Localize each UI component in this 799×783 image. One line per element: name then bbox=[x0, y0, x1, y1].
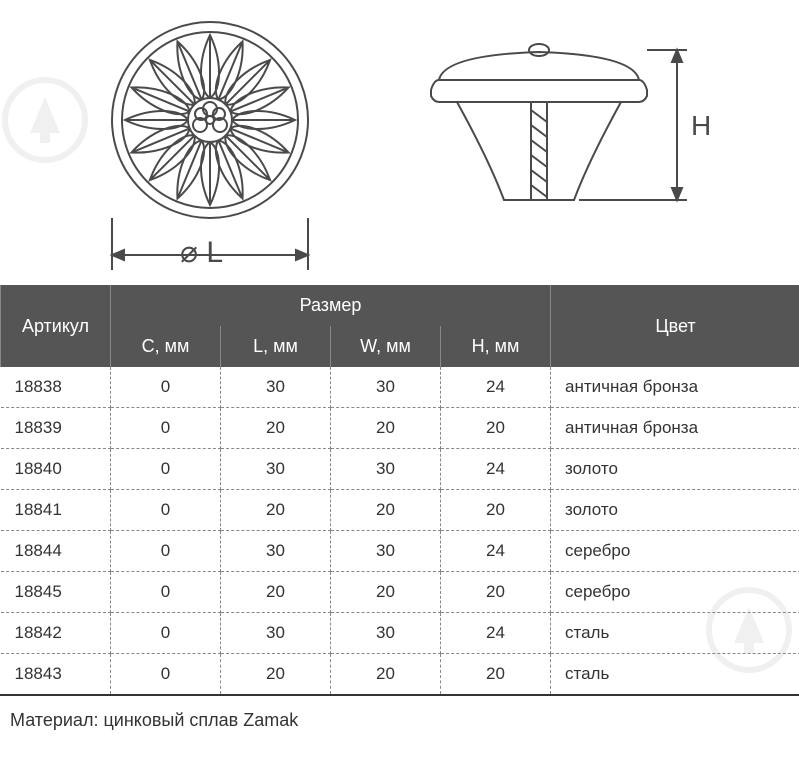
cell-w: 20 bbox=[331, 408, 441, 449]
cell-h: 24 bbox=[441, 613, 551, 654]
cell-w: 30 bbox=[331, 613, 441, 654]
cell-h: 20 bbox=[441, 572, 551, 613]
cell-h: 24 bbox=[441, 531, 551, 572]
col-header-w: W, мм bbox=[331, 326, 441, 367]
material-value: цинковый сплав Zamak bbox=[103, 710, 298, 730]
cell-article: 18841 bbox=[1, 490, 111, 531]
col-header-h: H, мм bbox=[441, 326, 551, 367]
cell-article: 18839 bbox=[1, 408, 111, 449]
cell-w: 30 bbox=[331, 367, 441, 408]
cell-h: 24 bbox=[441, 449, 551, 490]
material-line: Материал: цинковый сплав Zamak bbox=[0, 696, 799, 745]
table-row: 18845 0 20 20 20 серебро bbox=[1, 572, 799, 613]
col-header-l: L, мм bbox=[221, 326, 331, 367]
cell-article: 18844 bbox=[1, 531, 111, 572]
cell-article: 18838 bbox=[1, 367, 111, 408]
cell-h: 20 bbox=[441, 490, 551, 531]
cell-color: серебро bbox=[551, 572, 799, 613]
cell-c: 0 bbox=[111, 572, 221, 613]
cell-color: сталь bbox=[551, 613, 799, 654]
cell-article: 18845 bbox=[1, 572, 111, 613]
cell-color: античная бронза bbox=[551, 408, 799, 449]
table-row: 18838 0 30 30 24 античная бронза bbox=[1, 367, 799, 408]
cell-c: 0 bbox=[111, 449, 221, 490]
table-row: 18839 0 20 20 20 античная бронза bbox=[1, 408, 799, 449]
cell-w: 20 bbox=[331, 572, 441, 613]
diagram-area: ⌀ L bbox=[0, 0, 799, 285]
cell-l: 30 bbox=[221, 531, 331, 572]
cell-article: 18842 bbox=[1, 613, 111, 654]
diagram-side-view: H bbox=[409, 10, 729, 280]
cell-color: античная бронза bbox=[551, 367, 799, 408]
col-header-c: C, мм bbox=[111, 326, 221, 367]
spec-table-container: Артикул Размер Цвет C, мм L, мм W, мм H,… bbox=[0, 285, 799, 696]
cell-l: 30 bbox=[221, 367, 331, 408]
cell-h: 20 bbox=[441, 654, 551, 695]
material-label: Материал: bbox=[10, 710, 98, 730]
cell-h: 20 bbox=[441, 408, 551, 449]
cell-color: сталь bbox=[551, 654, 799, 695]
cell-c: 0 bbox=[111, 654, 221, 695]
page-container: ⌀ L bbox=[0, 0, 799, 783]
diagram-front-view: ⌀ L bbox=[70, 10, 350, 280]
dim-H-label: H bbox=[691, 110, 711, 141]
spec-table: Артикул Размер Цвет C, мм L, мм W, мм H,… bbox=[0, 285, 799, 694]
cell-c: 0 bbox=[111, 490, 221, 531]
cell-l: 20 bbox=[221, 408, 331, 449]
cell-l: 20 bbox=[221, 654, 331, 695]
cell-c: 0 bbox=[111, 408, 221, 449]
cell-l: 20 bbox=[221, 572, 331, 613]
diameter-L-label: ⌀ L bbox=[180, 236, 223, 269]
table-row: 18844 0 30 30 24 серебро bbox=[1, 531, 799, 572]
cell-color: серебро bbox=[551, 531, 799, 572]
cell-c: 0 bbox=[111, 367, 221, 408]
table-row: 18840 0 30 30 24 золото bbox=[1, 449, 799, 490]
cell-w: 20 bbox=[331, 490, 441, 531]
table-row: 18841 0 20 20 20 золото bbox=[1, 490, 799, 531]
cell-c: 0 bbox=[111, 531, 221, 572]
col-header-article: Артикул bbox=[1, 285, 111, 367]
cell-w: 30 bbox=[331, 531, 441, 572]
cell-l: 30 bbox=[221, 613, 331, 654]
cell-color: золото bbox=[551, 490, 799, 531]
col-header-color: Цвет bbox=[551, 285, 799, 367]
table-row: 18842 0 30 30 24 сталь bbox=[1, 613, 799, 654]
cell-w: 20 bbox=[331, 654, 441, 695]
cell-c: 0 bbox=[111, 613, 221, 654]
cell-w: 30 bbox=[331, 449, 441, 490]
cell-l: 30 bbox=[221, 449, 331, 490]
col-header-size-group: Размер bbox=[111, 285, 551, 326]
cell-article: 18843 bbox=[1, 654, 111, 695]
cell-color: золото bbox=[551, 449, 799, 490]
cell-l: 20 bbox=[221, 490, 331, 531]
cell-h: 24 bbox=[441, 367, 551, 408]
cell-article: 18840 bbox=[1, 449, 111, 490]
spec-table-body: 18838 0 30 30 24 античная бронза 18839 0… bbox=[1, 367, 799, 694]
table-row: 18843 0 20 20 20 сталь bbox=[1, 654, 799, 695]
